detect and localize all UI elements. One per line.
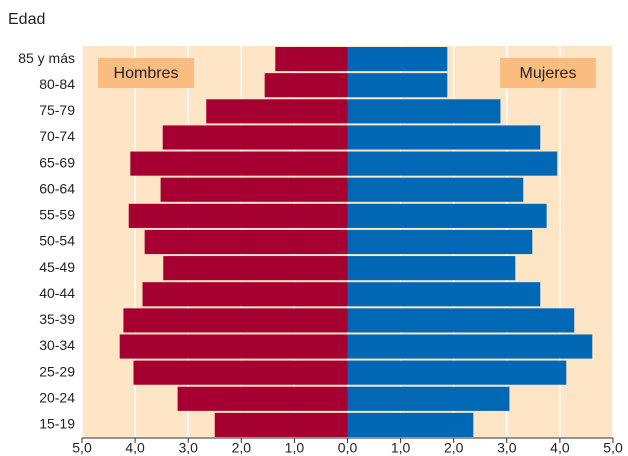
bar bbox=[347, 386, 510, 411]
bar bbox=[347, 177, 524, 202]
x-tick-label: 1,0 bbox=[391, 440, 411, 456]
x-tick-label: 0,0 bbox=[338, 440, 358, 456]
bar bbox=[206, 99, 348, 124]
y-tick-label: 25-29 bbox=[39, 363, 75, 379]
bar bbox=[133, 360, 348, 385]
bar bbox=[144, 229, 348, 255]
x-tick-label: 5,0 bbox=[72, 440, 92, 456]
x-tick-label: 5,0 bbox=[603, 440, 623, 456]
x-tick-label: 4,0 bbox=[550, 440, 570, 456]
bar bbox=[347, 229, 533, 255]
bar bbox=[347, 99, 501, 124]
x-tick-label: 3,0 bbox=[178, 440, 198, 456]
y-tick-label: 15-19 bbox=[39, 416, 75, 432]
y-tick-label: 85 y más bbox=[18, 50, 75, 66]
bar bbox=[347, 308, 575, 333]
bar bbox=[347, 125, 541, 150]
legend-box bbox=[500, 58, 596, 88]
bar bbox=[347, 282, 541, 307]
bar bbox=[163, 256, 348, 281]
bar bbox=[347, 334, 593, 359]
x-tick-label: 3,0 bbox=[497, 440, 517, 456]
bar bbox=[142, 282, 348, 307]
y-tick-label: 40-44 bbox=[39, 285, 75, 301]
bar bbox=[123, 308, 348, 333]
bar bbox=[347, 47, 448, 72]
bar bbox=[177, 386, 348, 411]
bar bbox=[119, 334, 348, 359]
legend-box bbox=[98, 58, 194, 88]
y-tick-label: 75-79 bbox=[39, 102, 75, 118]
y-tick-label: 65-69 bbox=[39, 154, 75, 170]
chart-title: Edad bbox=[8, 11, 45, 28]
y-tick-label: 80-84 bbox=[39, 76, 75, 92]
bar bbox=[347, 73, 448, 98]
y-tick-label: 60-64 bbox=[39, 180, 75, 196]
bar bbox=[162, 125, 348, 150]
x-tick-label: 2,0 bbox=[444, 440, 464, 456]
x-tick-label: 2,0 bbox=[232, 440, 252, 456]
bar bbox=[347, 203, 547, 228]
bar bbox=[347, 256, 516, 281]
bar bbox=[347, 360, 567, 385]
bar bbox=[275, 47, 348, 72]
y-tick-label: 30-34 bbox=[39, 337, 75, 353]
bar bbox=[128, 203, 348, 228]
bar bbox=[160, 177, 348, 202]
y-tick-label: 20-24 bbox=[39, 390, 75, 406]
x-tick-label: 1,0 bbox=[285, 440, 305, 456]
y-tick-label: 45-49 bbox=[39, 259, 75, 275]
bar bbox=[347, 151, 558, 176]
legend-label: Mujeres bbox=[520, 65, 577, 82]
x-tick-label: 4,0 bbox=[125, 440, 145, 456]
y-tick-label: 70-74 bbox=[39, 128, 75, 144]
bar bbox=[130, 151, 348, 176]
bar bbox=[347, 412, 474, 437]
y-tick-label: 55-59 bbox=[39, 207, 75, 223]
bar bbox=[264, 73, 348, 98]
bar bbox=[214, 412, 348, 437]
y-tick-label: 50-54 bbox=[39, 233, 75, 249]
y-tick-label: 35-39 bbox=[39, 311, 75, 327]
legend-label: Hombres bbox=[114, 65, 179, 82]
